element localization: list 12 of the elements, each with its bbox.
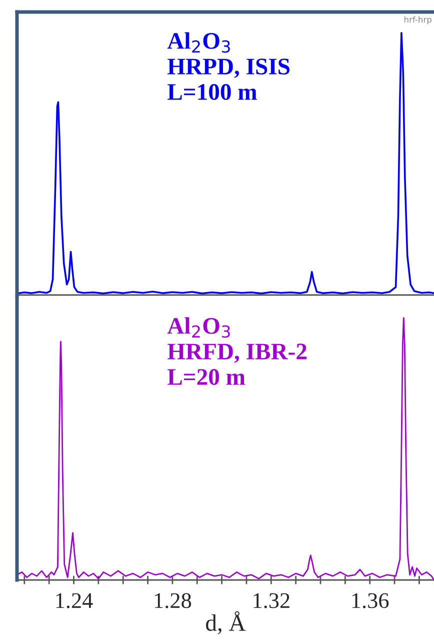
x-tick-label: 1.36: [352, 593, 389, 608]
text: hrf-hrp: [404, 16, 432, 24]
x-tick-label: 1.28: [154, 593, 192, 608]
annotation: L=20 m: [168, 369, 246, 385]
x-tick-label: 1.24: [56, 593, 93, 608]
annotation: Al$_{2}$O$_{3}$: [167, 317, 230, 338]
x-axis-title: d, Å: [206, 611, 246, 634]
annotation: L=100 m: [168, 84, 257, 100]
annotation: Al$_{2}$O$_{3}$: [167, 32, 230, 53]
annotation: HRPD, ISIS: [168, 58, 290, 78]
x-tick-label: 1.32: [254, 593, 290, 608]
annotation: HRFD, IBR-2: [168, 344, 306, 363]
